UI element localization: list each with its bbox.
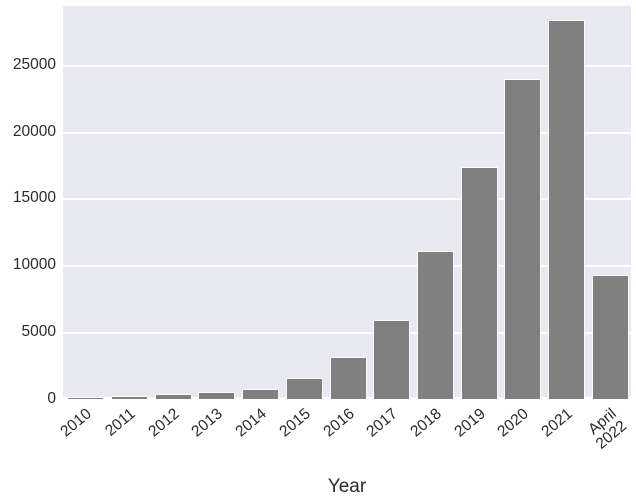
bar-2018: [416, 250, 454, 399]
x-tick-label: 2016: [319, 405, 358, 441]
bar-2015: [285, 377, 323, 399]
plot-area: [63, 6, 631, 399]
bar-2020: [504, 78, 542, 399]
gridline-15000: [63, 198, 631, 201]
y-tick-label: 25000: [12, 55, 56, 73]
gridline-25000: [63, 64, 631, 67]
bar-2011: [111, 396, 149, 399]
gridline-5000: [63, 332, 631, 335]
bar-april-2022: [591, 275, 629, 399]
x-tick-label: 2015: [276, 405, 314, 441]
x-tick-label: 2019: [451, 405, 489, 441]
bar-2019: [460, 166, 498, 399]
x-tick-label: 2017: [363, 405, 401, 441]
x-tick-label: 2013: [188, 405, 227, 441]
y-tick-label: 0: [47, 390, 56, 407]
x-tick-label: 2020: [494, 405, 533, 441]
y-tick-label: 20000: [12, 122, 56, 140]
bar-2021: [547, 19, 585, 399]
bar-2017: [373, 320, 411, 399]
x-tick-label: 2014: [232, 405, 270, 441]
bar-2013: [198, 391, 236, 399]
bar-2016: [329, 356, 367, 399]
gridline-10000: [63, 265, 631, 268]
gridline-20000: [63, 131, 631, 134]
x-tick-label: April 2022: [584, 405, 630, 453]
x-tick-label: 2018: [407, 405, 445, 441]
y-tick-label: 15000: [12, 189, 56, 207]
x-tick-label: 2011: [102, 405, 139, 440]
x-tick-label: 2010: [57, 405, 96, 441]
bar-2012: [154, 394, 192, 399]
x-tick-label: 2012: [145, 405, 183, 441]
x-tick-label: 2021: [538, 405, 576, 441]
x-axis-label: Year: [327, 476, 367, 497]
bar-2014: [242, 388, 280, 399]
bar-2010: [67, 397, 105, 399]
y-tick-label: 5000: [21, 323, 56, 341]
y-tick-label: 10000: [12, 256, 56, 274]
